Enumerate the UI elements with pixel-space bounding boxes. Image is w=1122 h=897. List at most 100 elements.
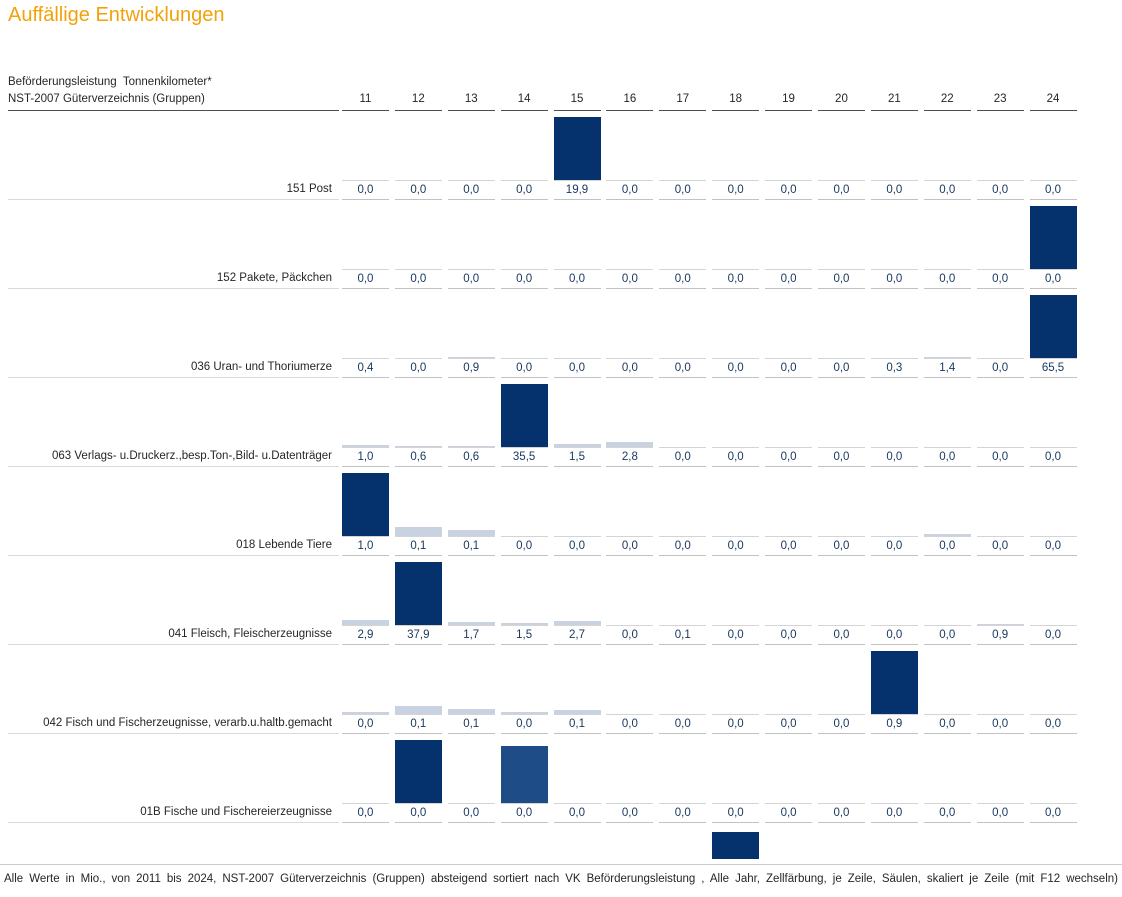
data-cell[interactable]: 0,0: [551, 467, 604, 556]
data-cell[interactable]: 0,0: [868, 111, 921, 200]
row-label[interactable]: 063 Verlags- u.Druckerz.,besp.Ton-,Bild-…: [8, 378, 339, 467]
data-cell[interactable]: [709, 823, 762, 862]
data-cell[interactable]: 0,1: [445, 645, 498, 734]
row-label[interactable]: 036 Uran- und Thoriumerze: [8, 289, 339, 378]
year-header-cell[interactable]: 11: [339, 93, 392, 111]
row-label[interactable]: 01B Fische und Fischereierzeugnisse: [8, 734, 339, 823]
data-cell[interactable]: 0,1: [551, 645, 604, 734]
data-cell[interactable]: 0,9: [868, 645, 921, 734]
data-cell[interactable]: 0,6: [392, 378, 445, 467]
data-cell[interactable]: 35,5: [498, 378, 551, 467]
data-cell[interactable]: 0,0: [339, 200, 392, 289]
data-cell[interactable]: 0,0: [762, 200, 815, 289]
data-cell[interactable]: 0,0: [392, 289, 445, 378]
data-cell[interactable]: 0,0: [1027, 200, 1080, 289]
data-cell[interactable]: [762, 823, 815, 862]
data-cell[interactable]: 19,9: [551, 111, 604, 200]
data-cell[interactable]: 2,9: [339, 556, 392, 645]
data-cell[interactable]: 1,0: [339, 467, 392, 556]
data-cell[interactable]: 0,0: [762, 467, 815, 556]
year-header-cell[interactable]: 19: [762, 93, 815, 111]
data-cell[interactable]: 0,0: [603, 645, 656, 734]
data-cell[interactable]: [445, 823, 498, 862]
data-cell[interactable]: 0,0: [498, 734, 551, 823]
data-cell[interactable]: 0,0: [656, 467, 709, 556]
data-cell[interactable]: 0,0: [815, 378, 868, 467]
data-cell[interactable]: [1027, 823, 1080, 862]
data-cell[interactable]: 0,0: [815, 289, 868, 378]
year-header-cell[interactable]: 12: [392, 93, 445, 111]
data-cell[interactable]: 0,0: [974, 734, 1027, 823]
data-cell[interactable]: 0,0: [974, 289, 1027, 378]
data-cell[interactable]: [868, 823, 921, 862]
data-cell[interactable]: 0,0: [392, 111, 445, 200]
data-cell[interactable]: 0,0: [603, 111, 656, 200]
data-cell[interactable]: 0,0: [762, 734, 815, 823]
data-cell[interactable]: [603, 823, 656, 862]
data-cell[interactable]: 0,0: [709, 734, 762, 823]
data-cell[interactable]: 0,0: [815, 111, 868, 200]
data-cell[interactable]: 0,0: [551, 289, 604, 378]
data-cell[interactable]: 0,0: [709, 289, 762, 378]
year-header-cell[interactable]: 20: [815, 93, 868, 111]
data-cell[interactable]: 65,5: [1027, 289, 1080, 378]
data-cell[interactable]: 0,1: [392, 467, 445, 556]
data-cell[interactable]: 0,0: [656, 734, 709, 823]
data-cell[interactable]: [656, 823, 709, 862]
data-cell[interactable]: 0,0: [709, 467, 762, 556]
data-cell[interactable]: 0,0: [339, 734, 392, 823]
data-cell[interactable]: 1,5: [551, 378, 604, 467]
data-cell[interactable]: 0,1: [445, 467, 498, 556]
data-cell[interactable]: 0,4: [339, 289, 392, 378]
year-header-cell[interactable]: 22: [921, 93, 974, 111]
data-cell[interactable]: 0,0: [974, 111, 1027, 200]
data-cell[interactable]: 0,0: [762, 556, 815, 645]
data-cell[interactable]: 0,0: [921, 467, 974, 556]
data-cell[interactable]: [974, 823, 1027, 862]
data-cell[interactable]: 0,0: [603, 467, 656, 556]
data-cell[interactable]: 0,0: [445, 200, 498, 289]
data-cell[interactable]: 0,0: [762, 111, 815, 200]
data-cell[interactable]: 0,0: [656, 378, 709, 467]
data-cell[interactable]: 0,0: [921, 378, 974, 467]
data-cell[interactable]: 0,0: [1027, 467, 1080, 556]
data-cell[interactable]: 0,0: [603, 734, 656, 823]
data-cell[interactable]: 2,7: [551, 556, 604, 645]
data-cell[interactable]: 0,0: [551, 734, 604, 823]
data-cell[interactable]: 0,1: [656, 556, 709, 645]
year-header-cell[interactable]: 18: [709, 93, 762, 111]
data-cell[interactable]: 0,0: [656, 289, 709, 378]
data-cell[interactable]: 0,0: [392, 200, 445, 289]
data-cell[interactable]: 0,0: [762, 289, 815, 378]
data-cell[interactable]: 0,0: [815, 467, 868, 556]
row-label[interactable]: 152 Pakete, Päckchen: [8, 200, 339, 289]
data-cell[interactable]: [498, 823, 551, 862]
year-header-cell[interactable]: 15: [551, 93, 604, 111]
data-cell[interactable]: 0,0: [656, 645, 709, 734]
data-cell[interactable]: 0,0: [974, 200, 1027, 289]
data-cell[interactable]: 1,0: [339, 378, 392, 467]
data-cell[interactable]: 0,0: [1027, 734, 1080, 823]
data-cell[interactable]: 0,0: [445, 734, 498, 823]
data-cell[interactable]: 0,0: [656, 200, 709, 289]
data-cell[interactable]: 0,0: [815, 645, 868, 734]
data-cell[interactable]: 0,0: [815, 200, 868, 289]
data-cell[interactable]: 0,0: [709, 645, 762, 734]
data-cell[interactable]: 0,0: [921, 645, 974, 734]
row-label[interactable]: 042 Fisch und Fischerzeugnisse, verarb.u…: [8, 645, 339, 734]
data-cell[interactable]: 0,6: [445, 378, 498, 467]
data-cell[interactable]: 0,0: [498, 467, 551, 556]
dimension-header[interactable]: NST-2007 Güterverzeichnis (Gruppen): [8, 93, 339, 111]
data-cell[interactable]: 0,0: [921, 734, 974, 823]
data-cell[interactable]: 0,0: [498, 200, 551, 289]
data-cell[interactable]: 0,0: [762, 378, 815, 467]
data-cell[interactable]: 0,0: [392, 734, 445, 823]
year-header-cell[interactable]: 13: [445, 93, 498, 111]
data-cell[interactable]: 0,0: [445, 111, 498, 200]
data-cell[interactable]: 0,9: [445, 289, 498, 378]
data-cell[interactable]: 1,5: [498, 556, 551, 645]
data-cell[interactable]: 0,0: [656, 111, 709, 200]
data-cell[interactable]: 0,0: [868, 378, 921, 467]
data-cell[interactable]: 0,0: [603, 556, 656, 645]
data-cell[interactable]: 0,0: [339, 645, 392, 734]
